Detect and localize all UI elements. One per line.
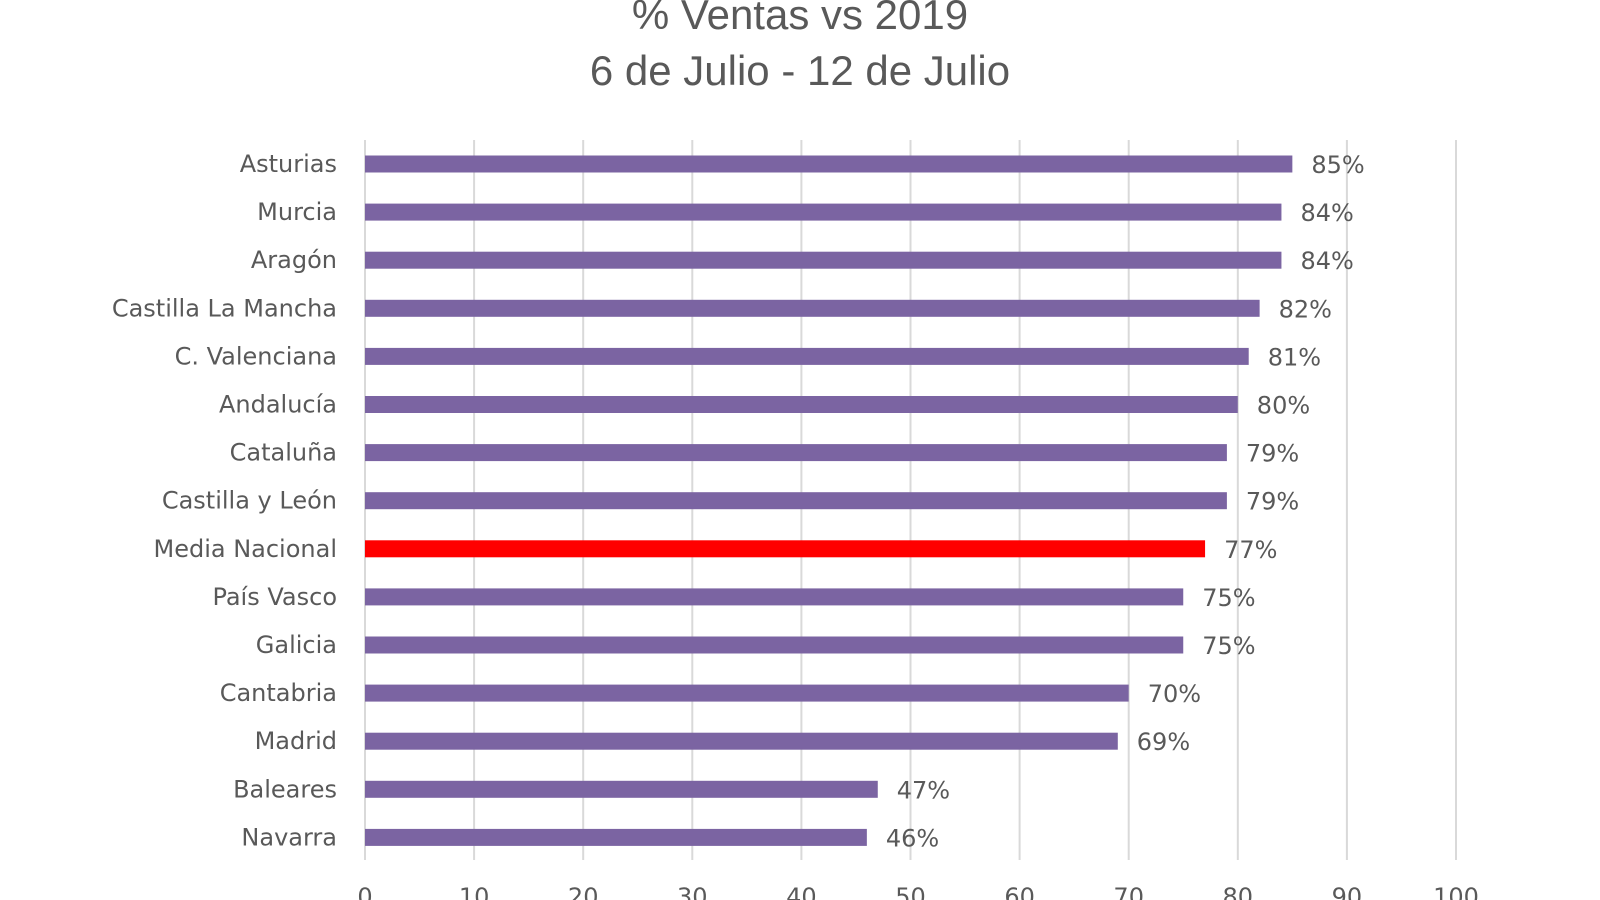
bar: [365, 251, 1282, 269]
bar: [365, 636, 1184, 654]
data-label: 46%: [886, 824, 939, 852]
x-tick-label: 80: [1223, 883, 1254, 900]
data-label: 80%: [1257, 392, 1310, 420]
category-label: C. Valenciana: [175, 342, 337, 370]
category-label: Andalucía: [219, 391, 337, 419]
data-label: 77%: [1224, 536, 1277, 564]
data-label: 75%: [1202, 584, 1255, 612]
bar: [365, 203, 1282, 221]
x-tick-label: 0: [357, 883, 372, 900]
x-tick-label: 70: [1113, 883, 1144, 900]
chart-subtitle: 6 de Julio - 12 de Julio: [589, 47, 1011, 94]
data-label: 69%: [1137, 728, 1190, 756]
x-tick-label: 50: [895, 883, 926, 900]
chart-title: % Ventas vs 2019: [631, 0, 969, 38]
data-label: 79%: [1246, 488, 1299, 516]
category-label: Madrid: [255, 727, 337, 755]
data-labels: 85%84%84%82%81%80%79%79%77%75%75%70%69%4…: [886, 151, 1365, 852]
category-label: Baleares: [233, 775, 337, 803]
data-label: 84%: [1300, 199, 1353, 227]
data-label: 75%: [1202, 632, 1255, 660]
data-label: 70%: [1148, 680, 1201, 708]
data-label: 79%: [1246, 440, 1299, 468]
bar: [365, 828, 867, 846]
bar: [365, 299, 1260, 317]
x-tick-label: 20: [568, 883, 599, 900]
bar: [365, 588, 1184, 606]
data-label: 84%: [1300, 247, 1353, 275]
bar: [365, 155, 1293, 173]
x-tick-label: 90: [1332, 883, 1363, 900]
data-label: 85%: [1311, 151, 1364, 179]
bar: [365, 396, 1238, 413]
x-tick-label: 60: [1004, 883, 1035, 900]
x-tick-label: 10: [459, 883, 490, 900]
data-label: 82%: [1279, 295, 1332, 323]
category-label: Cantabria: [220, 679, 337, 707]
bar-highlight: [365, 540, 1206, 558]
category-label: Castilla La Mancha: [112, 294, 337, 322]
category-label: Asturias: [240, 150, 337, 178]
data-label: 81%: [1268, 343, 1321, 371]
category-label: Navarra: [241, 823, 337, 851]
bar: [365, 684, 1129, 702]
category-label: Media Nacional: [153, 535, 337, 563]
category-label: Aragón: [251, 246, 337, 274]
category-label: Castilla y León: [162, 487, 337, 515]
x-tick-label: 30: [677, 883, 708, 900]
x-tick-label: 100: [1433, 883, 1479, 900]
bar: [365, 492, 1227, 510]
bar: [365, 444, 1227, 462]
category-labels: Asturias Murcia Aragón Castilla La Mancha C.…: [112, 150, 337, 851]
bars: [365, 155, 1293, 846]
category-label: País Vasco: [212, 583, 337, 611]
category-label: Murcia: [257, 198, 337, 226]
data-label: 47%: [897, 776, 950, 804]
x-axis-tick-labels: 0 10 20 30 40 50 60 70 80 90 100: [357, 883, 1479, 900]
bar: [365, 780, 878, 798]
x-tick-label: 40: [786, 883, 817, 900]
category-label: Cataluña: [230, 439, 337, 467]
category-label: Galicia: [256, 631, 337, 659]
bar: [365, 732, 1118, 750]
bar: [365, 347, 1249, 365]
